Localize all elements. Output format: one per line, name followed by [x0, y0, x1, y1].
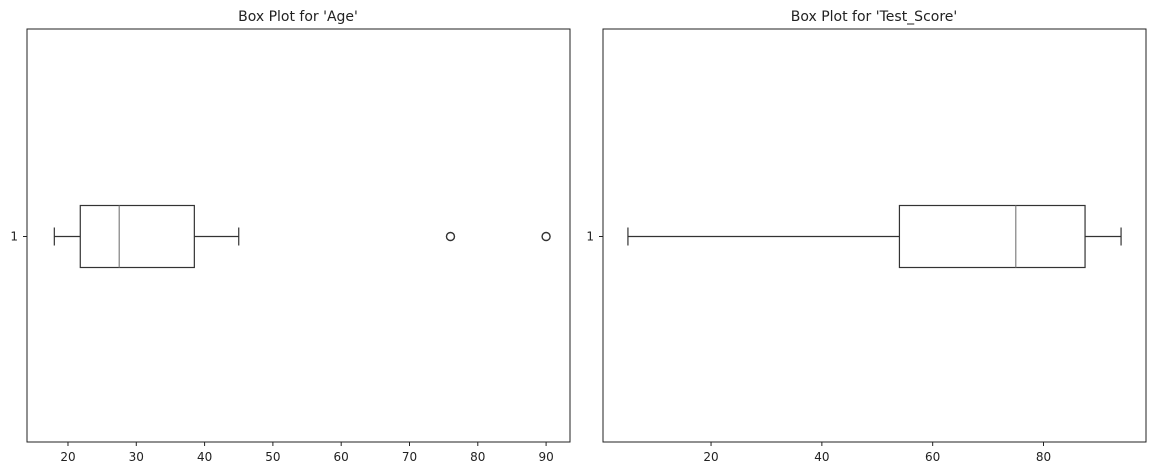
- x-tick-label: 20: [703, 450, 718, 464]
- x-axis: 20 30 40 50 60 70 80 90: [60, 442, 554, 464]
- x-tick-label: 50: [265, 450, 280, 464]
- boxplot: [53, 204, 551, 269]
- y-tick-label: 1: [10, 230, 18, 244]
- outlier-point: [541, 231, 551, 242]
- x-tick-label: 60: [925, 450, 940, 464]
- age-boxplot-panel: Box Plot for 'Age' 20 30 40 50 60 70 80 90 1: [10, 9, 571, 464]
- iqr-box: [898, 204, 1086, 269]
- x-tick-label: 60: [334, 450, 349, 464]
- x-tick-label: 40: [197, 450, 212, 464]
- test-score-boxplot-panel: Box Plot for 'Test_Score' 20 40 60 80 1: [586, 9, 1147, 464]
- x-tick-label: 40: [814, 450, 829, 464]
- x-tick-label: 80: [1036, 450, 1051, 464]
- plot-frame: [602, 28, 1147, 443]
- plot-frame: [26, 28, 571, 443]
- x-tick-label: 80: [470, 450, 485, 464]
- y-axis: 1: [586, 230, 603, 244]
- x-tick-label: 30: [129, 450, 144, 464]
- x-tick-label: 70: [402, 450, 417, 464]
- y-tick-label: 1: [586, 230, 594, 244]
- y-axis: 1: [10, 230, 27, 244]
- boxplot: [627, 204, 1122, 269]
- chart-title: Box Plot for 'Test_Score': [791, 9, 958, 25]
- x-axis: 20 40 60 80: [703, 442, 1051, 464]
- outlier-point: [445, 231, 456, 242]
- iqr-box: [79, 204, 195, 269]
- chart-title: Box Plot for 'Age': [238, 9, 358, 25]
- x-tick-label: 90: [538, 450, 553, 464]
- x-tick-label: 20: [60, 450, 75, 464]
